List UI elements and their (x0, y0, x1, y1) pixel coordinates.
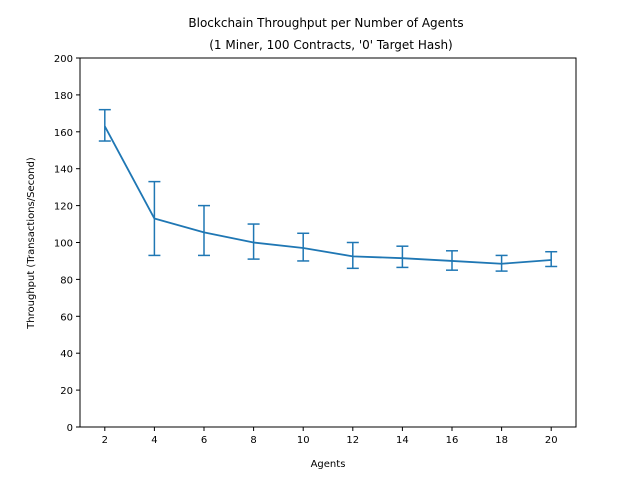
x-axis: 2 4 6 8 10 12 14 16 18 20 (102, 427, 558, 446)
y-tick-label: 0 (67, 423, 73, 434)
x-tick-label: 10 (297, 435, 310, 446)
y-tick-label: 80 (60, 275, 73, 286)
x-tick-label: 18 (495, 435, 508, 446)
y-tick-label: 20 (60, 386, 73, 397)
y-tick-label: 60 (60, 312, 73, 323)
x-tick-label: 8 (250, 435, 256, 446)
chart-subtitle: (1 Miner, 100 Contracts, '0' Target Hash… (209, 38, 453, 52)
series-line (104, 125, 552, 265)
x-tick-label: 16 (446, 435, 459, 446)
y-tick-label: 140 (54, 165, 73, 176)
y-tick-label: 160 (54, 128, 73, 139)
y-tick-label: 200 (54, 54, 73, 65)
chart-title: Blockchain Throughput per Number of Agen… (188, 16, 463, 30)
x-tick-label: 4 (151, 435, 157, 446)
x-tick-label: 6 (201, 435, 207, 446)
y-axis: 0 20 40 60 80 100 120 140 160 180 200 (54, 54, 80, 434)
x-tick-label: 12 (346, 435, 359, 446)
x-axis-label: Agents (311, 459, 346, 470)
y-tick-label: 100 (54, 239, 73, 250)
y-tick-label: 180 (54, 91, 73, 102)
x-tick-label: 14 (396, 435, 409, 446)
x-tick-label: 2 (102, 435, 108, 446)
y-tick-label: 120 (54, 202, 73, 213)
x-tick-label: 20 (545, 435, 558, 446)
plot-area (98, 108, 558, 272)
y-axis-label: Throughput (Transactions/Second) (26, 157, 37, 330)
y-tick-label: 40 (60, 349, 73, 360)
